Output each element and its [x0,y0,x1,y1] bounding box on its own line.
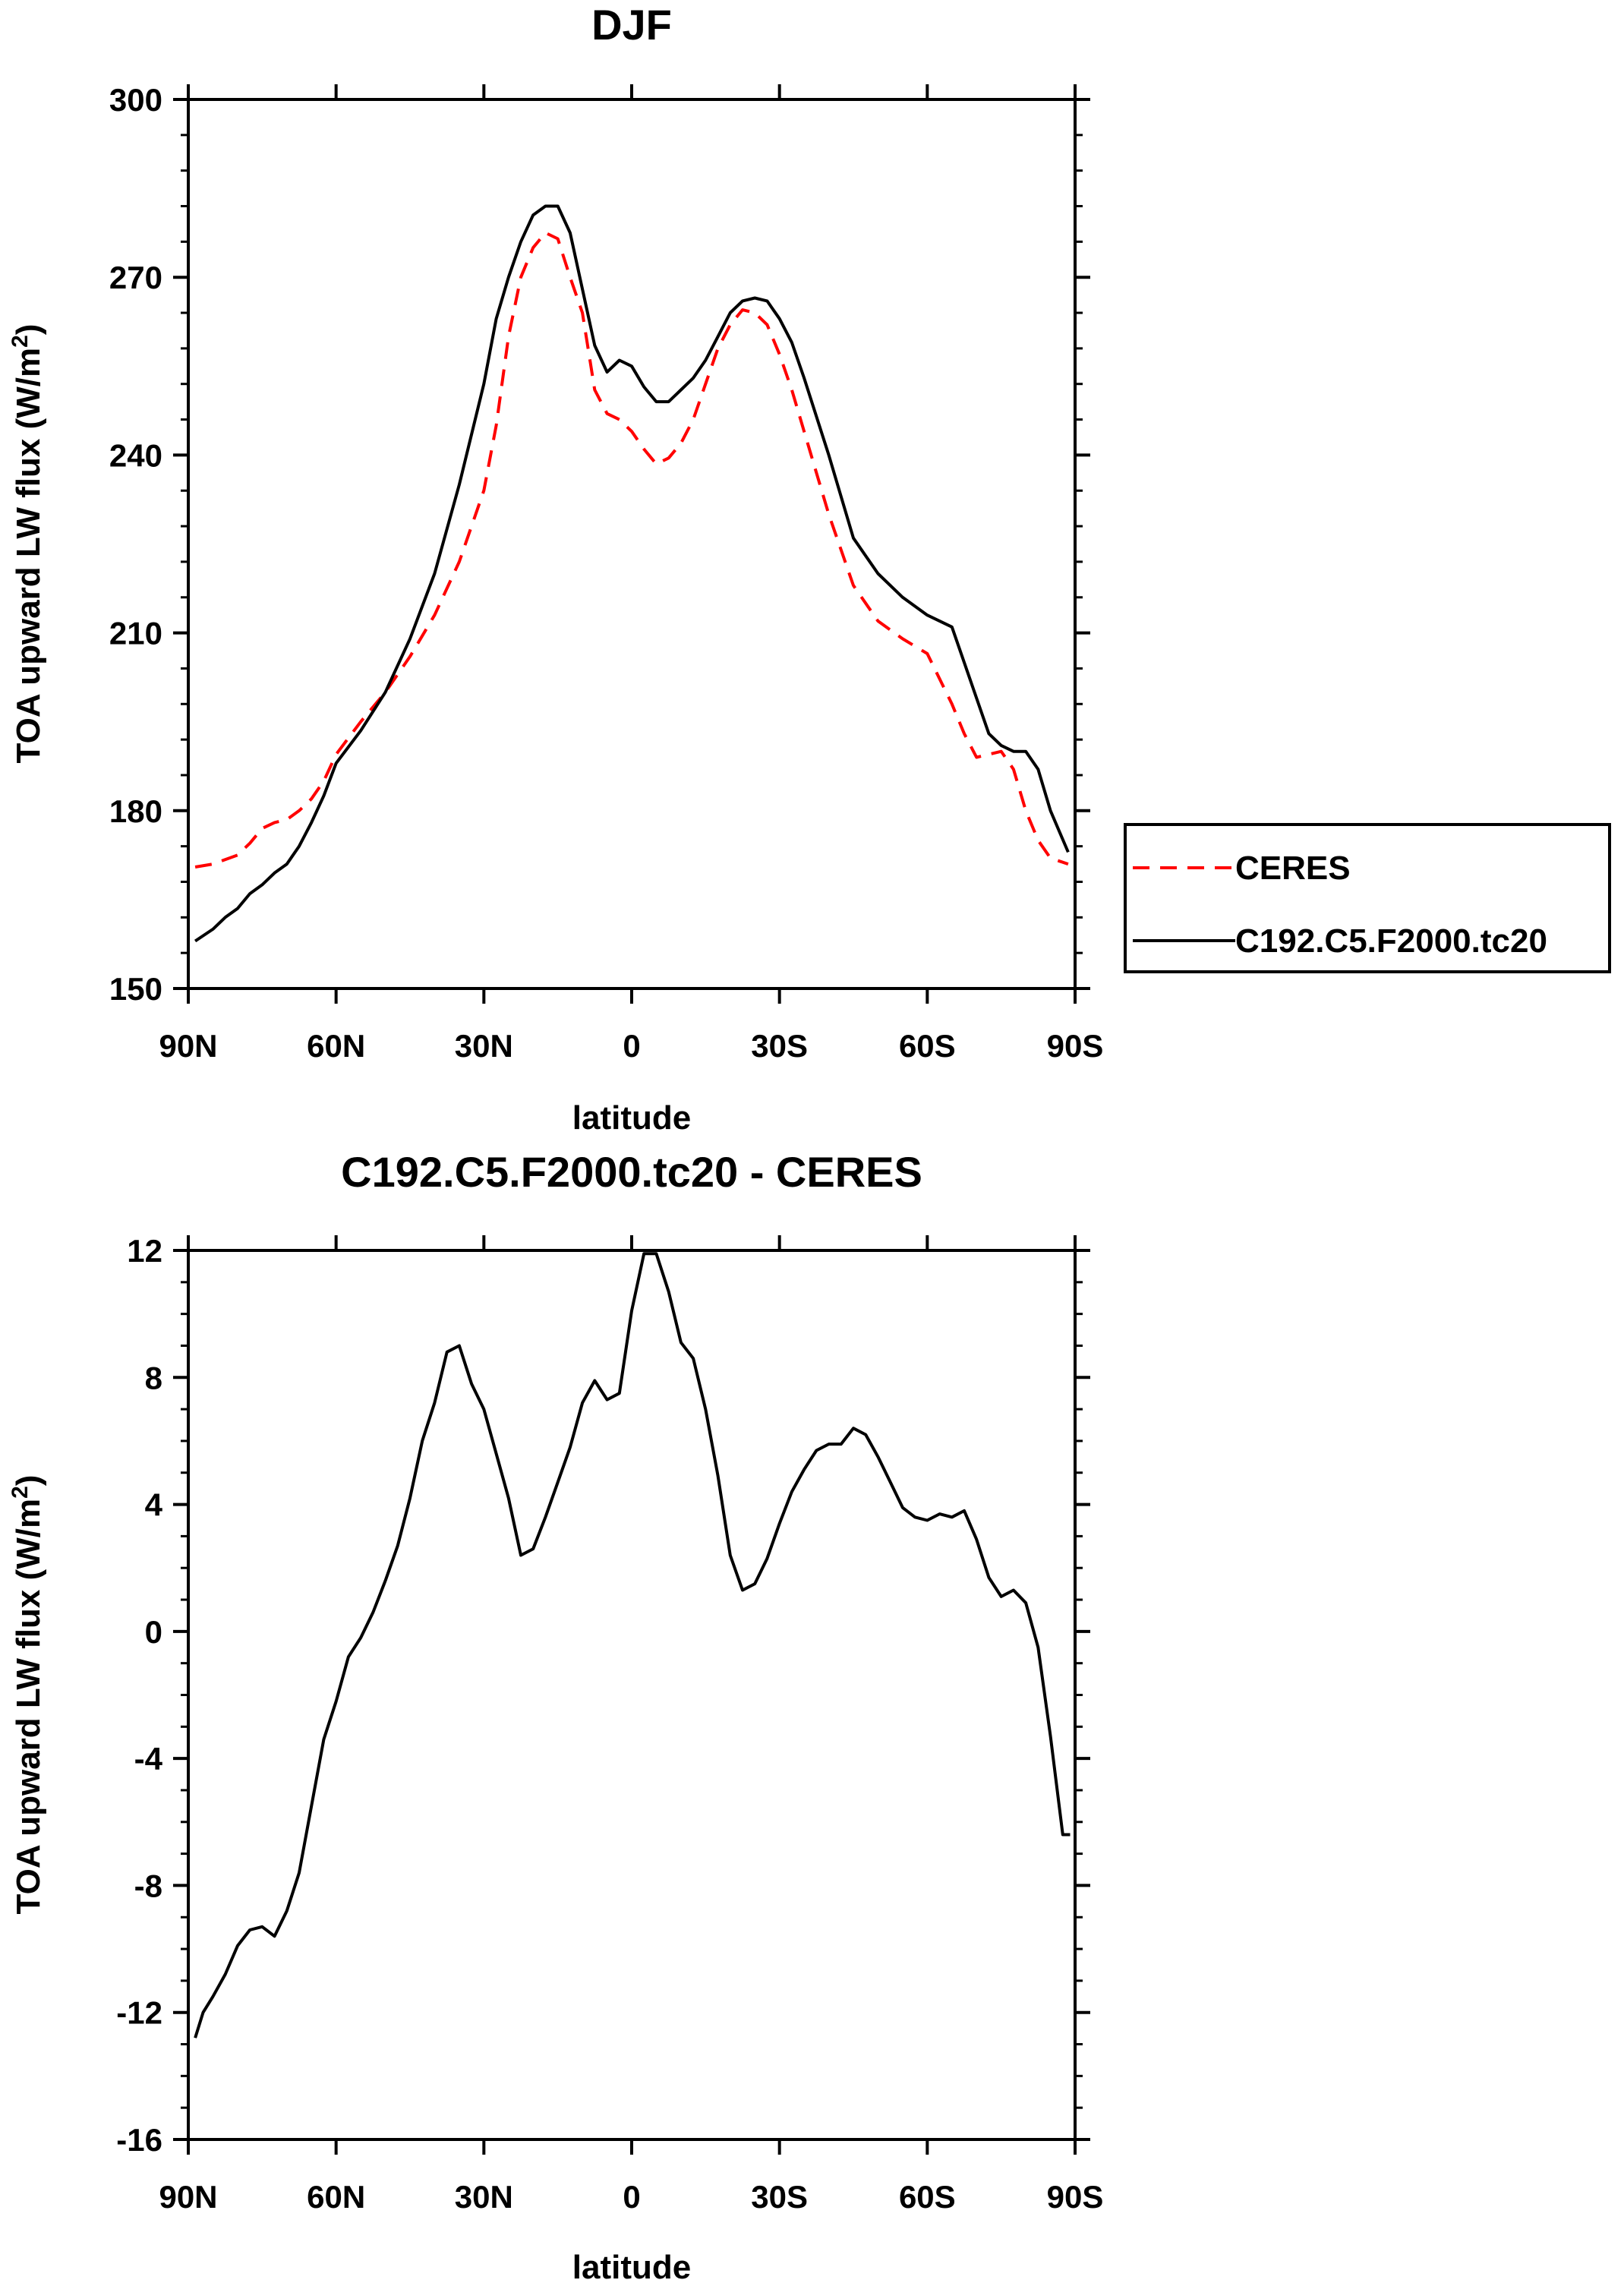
top-series-line-ceres [194,231,1069,869]
top-x-tick-label: 90S [1047,1028,1104,1064]
top-plot-frame [187,98,1077,990]
bottom-axis-ticks [173,1235,1090,2155]
bottom-y-tick-label: -16 [116,2122,162,2158]
bottom-x-tick-label: 90S [1047,2179,1104,2215]
bottom-y-tick-labels: -16 -12 -8 -4 0 4 8 12 [116,1233,162,2158]
bottom-x-axis-label: latitude [572,2249,691,2286]
top-series-line-model [194,204,1070,943]
bottom-y-tick-label: -12 [116,1995,162,2031]
top-y-label-main: TOA upward LW flux (W/m [10,348,47,764]
top-y-tick-label: 300 [109,82,162,118]
bottom-title: C192.C5.F2000.tc20 - CERES [341,1148,922,1196]
bottom-y-tick-label: -8 [134,1868,162,1903]
top-y-axis-label: TOA upward LW flux (W/m2) [8,324,47,764]
top-x-tick-labels: 90N 60N 30N 0 30S 60S 90S [159,1028,1103,1064]
top-y-tick-label: 270 [109,260,162,295]
top-y-tick-label: 180 [109,793,162,829]
top-y-label-superscript: 2 [8,335,33,348]
bottom-y-label-main: TOA upward LW flux (W/m [10,1499,47,1915]
top-y-tick-label: 150 [109,971,162,1007]
bottom-y-tick-label: 0 [145,1614,162,1650]
bottom-y-axis-label: TOA upward LW flux (W/m2) [8,1475,47,1915]
legend: CERES C192.C5.F2000.tc20 [1124,823,1611,973]
legend-label-model: C192.C5.F2000.tc20 [1235,922,1547,960]
top-y-tick-labels: 150 180 210 240 270 300 [109,82,162,1007]
bottom-series-line-model [194,1252,1071,2038]
top-x-axis-label: latitude [572,1099,691,1137]
bottom-x-tick-label: 30N [455,2179,513,2215]
bottom-x-tick-label: 30S [751,2179,808,2215]
top-y-label-close: ) [10,324,47,336]
bottom-y-tick-label: 4 [145,1487,163,1523]
bottom-y-tick-label: 8 [145,1360,162,1395]
top-x-tick-label: 0 [623,1028,640,1064]
bottom-y-tick-label: 12 [127,1233,162,1269]
top-y-tick-label: 240 [109,437,162,473]
bottom-x-tick-labels: 90N 60N 30N 0 30S 60S 90S [159,2179,1103,2215]
bottom-series-group [194,1252,1071,2038]
top-x-tick-label: 30N [455,1028,513,1064]
bottom-x-tick-label: 90N [159,2179,217,2215]
top-x-tick-label: 60N [307,1028,365,1064]
top-y-tick-label: 210 [109,616,162,651]
bottom-x-tick-label: 0 [623,2179,640,2215]
bottom-y-tick-label: -4 [134,1741,163,1777]
top-series-group [194,204,1070,943]
top-axis-ticks [173,84,1090,1004]
legend-box [1124,823,1611,973]
bottom-panel: C192.C5.F2000.tc20 - CERES -16 -12 -8 -4 0 4 8… [8,1148,1103,2286]
top-x-tick-label: 30S [751,1028,808,1064]
top-x-tick-label: 60S [899,1028,956,1064]
top-title: DJF [591,1,672,49]
legend-label-ceres: CERES [1235,850,1351,887]
top-x-tick-label: 90N [159,1028,217,1064]
bottom-y-label-close: ) [10,1475,47,1487]
bottom-x-tick-label: 60S [899,2179,956,2215]
bottom-y-label-superscript: 2 [8,1486,33,1499]
bottom-x-tick-label: 60N [307,2179,365,2215]
bottom-plot-frame [187,1249,1077,2141]
